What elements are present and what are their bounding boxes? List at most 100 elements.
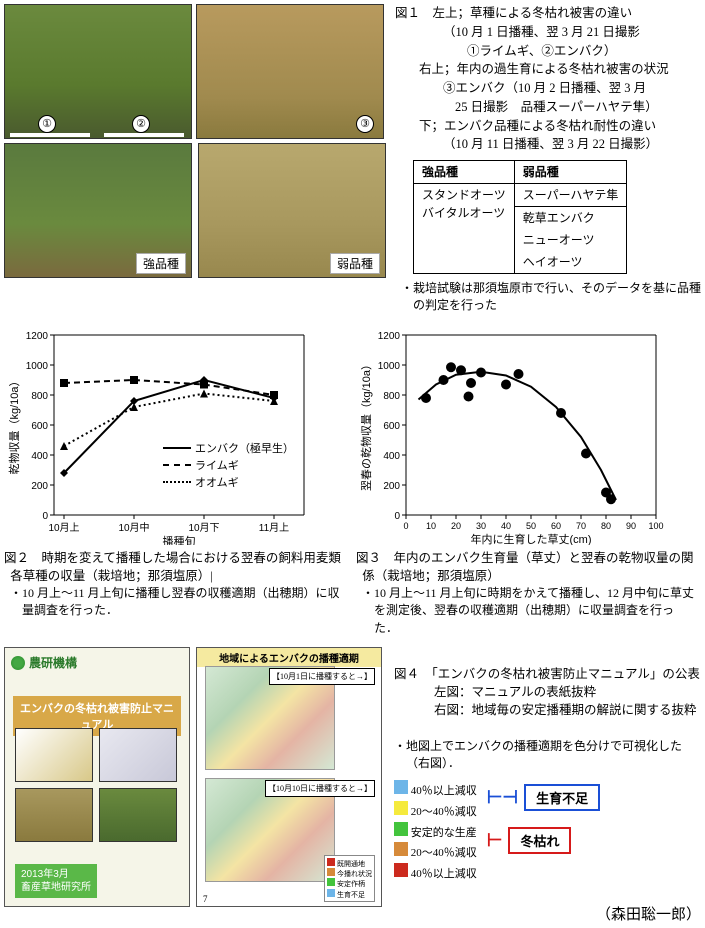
svg-text:90: 90 [626,521,636,531]
svg-text:翌春の乾物収量（kg/10a）: 翌春の乾物収量（kg/10a） [359,359,373,491]
fig4-caption-left: 左図：マニュアルの表紙抜粋 [394,683,701,701]
fig1-photo-strong: 強品種 [4,143,192,278]
photo-label-3: ③ [356,115,374,133]
svg-text:10月下: 10月下 [188,522,219,534]
fig1-text: 図１ 左上；草種による冬枯れ被害の違い （10 月 1 日播種、翌 3 月 21… [389,4,701,315]
fig4-note: ・地図上でエンバクの播種適期を色分けで可視化した（右図）． [394,738,701,773]
svg-text:20: 20 [451,521,461,531]
fig1-tr-d: ③エンバク（10 月 2 日播種、翌 3 月 [395,79,701,98]
fig1-photo-topleft: ① ② [4,4,192,139]
th-weak: 弱品種 [514,161,627,184]
fig1-tl-s: ①ライムギ、②エンバク） [395,42,701,61]
svg-text:800: 800 [31,391,48,402]
svg-text:100: 100 [648,521,663,531]
svg-text:10月中: 10月中 [118,521,149,534]
svg-text:0: 0 [394,511,400,522]
fig1-block: ① ② ③ 強品種 弱品種 図１ 左上；草種による冬枯れ被害の違い （10 [4,4,701,315]
cell-s0: スタンドオーツ [422,186,506,204]
svg-text:10: 10 [426,521,436,531]
bracket-winter: ⊢ [487,830,503,851]
fig2-legend: エンバク（極早生）ライムギオオムギ [157,435,300,495]
legend-label: 安定的な生産 [408,827,477,839]
svg-text:200: 200 [383,481,400,492]
svg-text:播種旬: 播種旬 [163,534,196,545]
fig1-photos: ① ② ③ 強品種 弱品種 [4,4,389,315]
svg-text:11月上: 11月上 [259,522,289,534]
status-winter: 冬枯れ [508,827,571,854]
svg-text:80: 80 [601,521,611,531]
cell-w1: 乾草エンバク [514,207,627,230]
manual-cover: 農研機構 エンバクの冬枯れ被害防止マニュアル 2013年3月 畜産草地研究所 [4,647,190,907]
svg-text:1200: 1200 [378,331,401,342]
status-shortage: 生育不足 [524,784,600,811]
fig1-tl-d: （10 月 1 日播種、翌 3 月 21 日撮影 [395,23,701,42]
legend-swatch [394,801,408,815]
svg-text:400: 400 [383,451,400,462]
photo-label-2: ② [132,115,150,133]
svg-text:50: 50 [526,521,536,531]
fig2-block: 0 200 400 600 800 1000 1200 10月上 10月中 10月下 11月上播種旬… [4,325,344,637]
org-name: 農研機構 [29,654,77,671]
fig4-caption-right: 右図：地域毎の安定播種期の解説に関する抜粋 [394,701,701,719]
svg-text:200: 200 [31,481,48,492]
fig3-block: 0200400600800100012000102030405060708090… [356,325,696,637]
svg-text:1000: 1000 [378,361,401,372]
svg-text:600: 600 [383,421,400,432]
svg-text:0: 0 [42,511,48,522]
variety-table: 強品種 弱品種 スタンドオーツ バイタルオーツ スーパーハヤテ隼 乾草エンバク … [413,160,627,274]
svg-text:年内に生育した草丈(cm): 年内に生育した草丈(cm) [471,532,592,545]
map-label-bottom: 【10月10日に播種すると→】 [265,780,375,797]
cover-date: 2013年3月 [21,868,91,881]
fig2-chart: 0 200 400 600 800 1000 1200 10月上 10月中 10月下 11月上播種旬… [4,325,324,545]
svg-text:10月上: 10月上 [48,522,79,534]
svg-text:60: 60 [551,521,561,531]
cell-s1: バイタルオーツ [422,204,506,222]
cell-w3: ヘイオーツ [514,251,627,274]
fig1-tr-d2: 25 日撮影 品種スーパーハヤテ隼） [395,98,701,117]
cover-photo-1 [15,728,93,782]
cover-photo-3 [15,788,93,842]
svg-text:400: 400 [31,451,48,462]
photo-label-1: ① [38,115,56,133]
maps-title: 地域によるエンバクの播種適期 [197,648,381,667]
naro-icon [11,656,25,670]
fig1-photo-weak: 弱品種 [198,143,386,278]
manual-maps: 地域によるエンバクの播種適期 【10月1日に播種すると→】 【10月10日に播種… [196,647,382,907]
fig1-header: 図１ [395,6,420,20]
svg-text:30: 30 [476,521,486,531]
legend-swatch [394,842,408,856]
cover-photo-2 [99,728,177,782]
svg-text:0: 0 [403,521,408,531]
fig1-trial-note: ・栽培試験は那須塩原市で行い、そのデータを基に品種の判定を行った [407,280,701,315]
fig4-block: 農研機構 エンバクの冬枯れ被害防止マニュアル 2013年3月 畜産草地研究所 地… [4,647,701,924]
legend-label: 40％以上減収 [408,785,477,797]
fig3-caption: 図３ 年内のエンバク生育量（草丈）と翌春の乾物収量の関係（栽培地；那須塩原） [356,549,696,585]
svg-text:800: 800 [383,391,400,402]
caption-weak: 弱品種 [330,253,380,274]
legend-swatch [394,780,408,794]
svg-text:600: 600 [31,421,48,432]
legend-swatch [394,822,408,836]
fig1-b: 下；エンバク品種による冬枯れ耐性の違い [395,117,701,136]
caption-strong: 強品種 [136,253,186,274]
cover-photo-4 [99,788,177,842]
svg-text:1000: 1000 [26,361,49,372]
svg-text:乾物収量（kg/10a）: 乾物収量（kg/10a） [7,375,21,474]
author: （森田聡一郎） [394,903,701,924]
fig2-caption: 図２ 時期を変えて播種した場合における翌春の飼料用麦類各草種の収量（栽培地；那須… [4,549,344,585]
svg-text:70: 70 [576,521,586,531]
fig3-note: ・10 月上～11 月上旬に時期をかえて播種し、12 月中旬に草丈を測定後、翌春… [356,585,696,637]
fig4-text: 図４ 「エンバクの冬枯れ被害防止マニュアル」の公表 左図：マニュアルの表紙抜粋 … [388,647,701,924]
fig2-note: ・10 月上～11 月上旬に播種し翌春の収穫適期（出穂期）に収量調査を行った． [4,585,344,620]
legend-swatch [394,863,408,877]
fig1-tr: 右上；年内の過生育による冬枯れ被害の状況 [395,60,701,79]
svg-text:1200: 1200 [26,331,49,342]
legend-label: 20～40％減収 [408,847,477,859]
cell-w0: スーパーハヤテ隼 [514,184,627,207]
bracket-shortage: ⊢⊣ [487,787,518,808]
map-mini-legend: 既開通地 今播れ状況 安定作柄 生育不足 [324,855,375,903]
map-label-top: 【10月1日に播種すると→】 [269,668,375,685]
cell-w2: ニューオーツ [514,229,627,251]
fig1-b-d: （10 月 11 日播種、翌 3 月 22 日撮影） [395,135,701,154]
color-legend: 40％以上減収 20～40％減収 安定的な生産 20～40％減収 40％以上減収 [394,780,477,883]
